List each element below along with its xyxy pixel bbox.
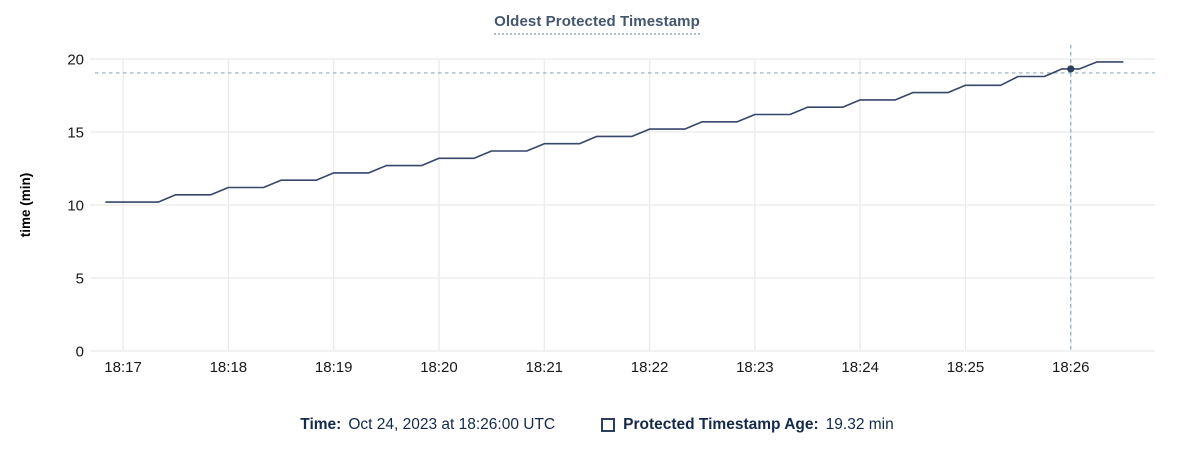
chart-canvas[interactable]: 0 5 10 15 20 18:17 18:18 18:19 18:20 18:21 18:22 18… (0, 40, 1194, 390)
legend-value: 19.32 min (825, 416, 894, 433)
time-value: Oct 24, 2023 at 18:26:00 UTC (348, 416, 556, 433)
x-axis-tick-label: 18:21 (525, 359, 563, 376)
x-axis-tick-label: 18:22 (631, 359, 669, 376)
x-axis-tick-label: 18:17 (104, 359, 142, 376)
y-axis-tick-label: 0 (76, 344, 84, 361)
y-axis-tick-label: 20 (67, 52, 84, 69)
y-axis-tick-label: 5 (76, 271, 84, 288)
x-axis-tick-label: 18:20 (420, 359, 458, 376)
x-axis-tick-label: 18:23 (736, 359, 774, 376)
y-axis-title: time (min) (18, 173, 33, 238)
chart-title-row: Oldest Protected Timestamp (0, 0, 1194, 40)
time-label: Time: (300, 416, 342, 433)
x-axis-tick-label: 18:18 (210, 359, 248, 376)
series-line-protected-timestamp-age (105, 61, 1124, 203)
x-axis-tick-label: 18:24 (841, 359, 879, 376)
legend-checkbox-icon[interactable] (601, 418, 616, 432)
legend-toggle-protected-timestamp-age[interactable]: Protected Timestamp Age: 19.32 min (601, 416, 894, 434)
chart-title[interactable]: Oldest Protected Timestamp (494, 13, 700, 35)
chart-footer: Time: Oct 24, 2023 at 18:26:00 UTC Prote… (0, 416, 1194, 434)
y-axis-tick-label: 10 (67, 198, 84, 215)
x-axis-tick-label: 18:25 (947, 359, 985, 376)
x-axis-tick-label: 18:26 (1052, 359, 1090, 376)
legend-label: Protected Timestamp Age: (623, 416, 819, 433)
y-axis-tick-label: 15 (67, 125, 84, 142)
x-axis-tick-label: 18:19 (315, 359, 353, 376)
highlighted-data-point (1067, 65, 1075, 73)
